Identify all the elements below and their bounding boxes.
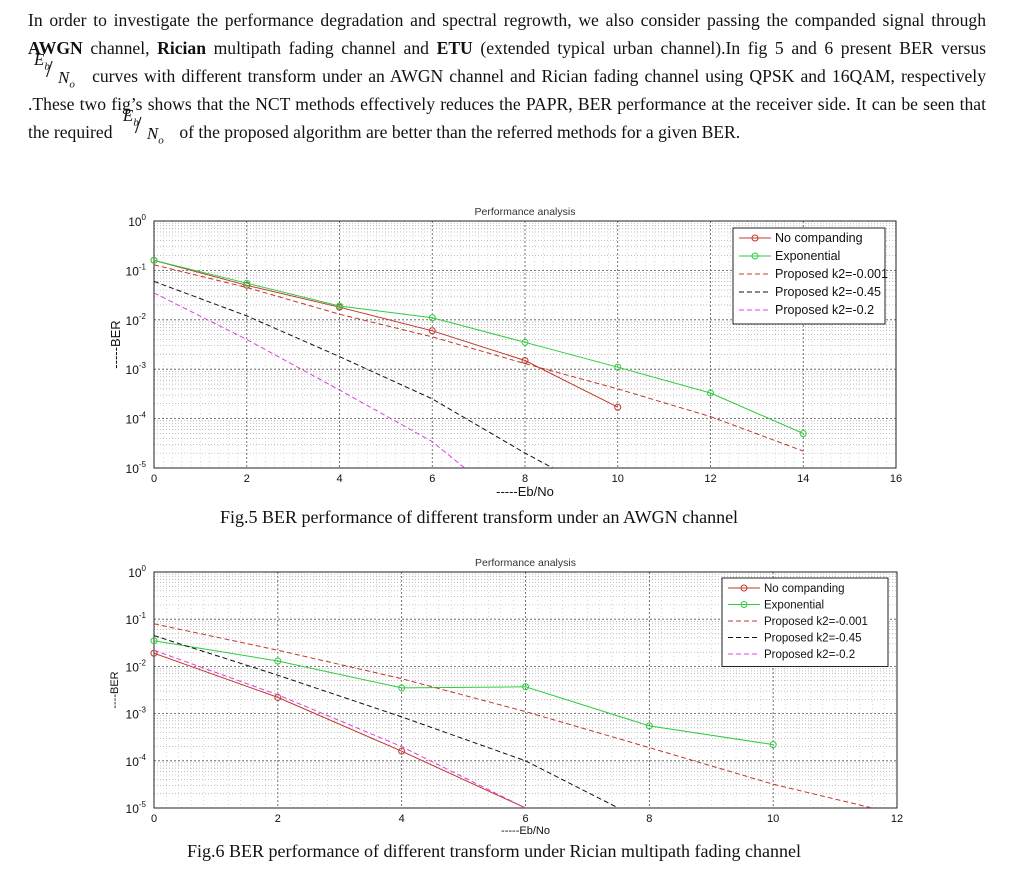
legend-marker [740, 601, 748, 608]
x-tick-label: 12 [891, 813, 903, 825]
awgn-term: AWGN [28, 38, 83, 58]
fig6-caption: Fig.6 BER performance of different trans… [187, 841, 801, 861]
legend-label: Proposed k2=-0.45 [764, 633, 862, 645]
y-axis-label: ----BER [109, 671, 121, 708]
data-point [769, 741, 777, 749]
series-line-proposed-k2-0-001 [154, 264, 804, 452]
legend-marker [740, 584, 748, 592]
fig6-chart: 100 10-1 10-2 10-3 10-4 10-5 0 2 4 6 8 10 12 Performa… [109, 557, 903, 837]
data-point [336, 302, 343, 310]
legend-box [732, 227, 886, 325]
y-tick-label: 100 [128, 213, 146, 229]
y-tick-label: 10-2 [126, 312, 147, 328]
x-tick-label: 8 [522, 473, 528, 485]
x-tick-label: 8 [646, 813, 652, 825]
y-tick-label: 10-1 [126, 262, 147, 278]
x-tick-label: 0 [151, 813, 157, 825]
data-point [398, 747, 406, 755]
para-text-3: multipath fading channel and [213, 38, 429, 58]
y-axis-label: -----BER [108, 320, 123, 368]
data-point [274, 657, 282, 665]
data-point [522, 683, 529, 691]
x-tick-label: 14 [797, 473, 809, 485]
chart-title: Performance analysis [475, 557, 576, 569]
legend-marker [751, 234, 759, 242]
series-line-exponential [154, 259, 804, 434]
data-point [398, 684, 406, 692]
y-tick-label: 100 [128, 564, 146, 580]
legend-box [721, 577, 889, 667]
legend-label: Proposed k2=-0.001 [764, 616, 868, 628]
data-point [521, 357, 529, 365]
x-tick-label: 10 [767, 813, 779, 825]
y-tick-label: 10-3 [126, 361, 147, 377]
legend-label: Exponential [775, 249, 840, 263]
x-tick-label: 2 [275, 813, 281, 825]
data-point [614, 403, 622, 411]
data-point [150, 256, 158, 264]
eb-no-fraction-1: Eb / No [34, 50, 75, 91]
x-tick-label: 4 [399, 813, 405, 825]
data-point [521, 338, 529, 346]
plot-frame [153, 220, 897, 469]
y-tick-label: 10-4 [126, 753, 147, 769]
para-text-6: of the proposed algorithm are better tha… [179, 122, 741, 142]
chart-title: Performance analysis [475, 206, 576, 218]
etu-term: ETU [436, 38, 473, 58]
x-tick-label: 12 [704, 473, 716, 485]
legend-label: Proposed k2=-0.45 [775, 285, 881, 299]
x-axis-label: -----Eb/No [501, 825, 550, 837]
series-line-exponential [154, 640, 774, 746]
eb-no-fraction-2: Eb / No [122, 106, 164, 147]
legend-label: No companding [764, 583, 845, 595]
para-text-4: (extended typical urban channel).In fig … [480, 38, 986, 58]
y-tick-label: 10-5 [126, 800, 147, 816]
legend-label: No companding [775, 231, 863, 245]
data-point [243, 281, 251, 289]
series-line-no-companding [154, 652, 526, 808]
body-paragraph: In order to investigate the performance … [28, 6, 986, 146]
x-tick-label: 16 [890, 473, 902, 485]
legend-label: Proposed k2=-0.2 [775, 303, 874, 317]
series-line-proposed-k2-0-2 [154, 292, 466, 468]
series-line-proposed-k2-0-45 [154, 280, 554, 468]
x-axis-label: -----Eb/No [496, 484, 554, 499]
y-tick-label: 10-4 [126, 411, 147, 427]
data-point [243, 279, 251, 287]
y-tick-label: 10-3 [126, 706, 147, 722]
data-point [614, 363, 622, 371]
data-point [707, 389, 714, 397]
para-text-1: In order to investigate the performance … [28, 10, 986, 30]
y-tick-label: 10-2 [126, 658, 147, 674]
fig5-chart: 100 10-1 10-2 10-3 10-4 10-5 0 2 4 6 8 10 12 14 16 Perf… [108, 206, 902, 499]
data-point [428, 327, 436, 335]
x-tick-label: 2 [244, 473, 250, 485]
x-tick-label: 6 [522, 813, 528, 825]
para-text-2: channel, [90, 38, 150, 58]
data-point [428, 314, 436, 322]
data-point [799, 429, 807, 437]
x-tick-label: 0 [151, 473, 157, 485]
data-point [645, 722, 653, 730]
x-tick-label: 10 [612, 473, 624, 485]
data-point [150, 637, 158, 645]
legend-marker [751, 252, 759, 260]
para-text-5: curves with different transform under an… [28, 66, 986, 142]
legend-label: Exponential [764, 600, 824, 612]
series-line-proposed-k2-0-2 [154, 649, 526, 808]
fig5-caption: Fig.5 BER performance of different trans… [220, 507, 739, 527]
rician-term: Rician [157, 38, 206, 58]
y-tick-label: 10-1 [126, 611, 147, 627]
legend-label: Proposed k2=-0.2 [764, 649, 855, 661]
x-tick-label: 6 [429, 473, 435, 485]
series-line-proposed-k2-0-45 [154, 635, 619, 808]
x-tick-label: 4 [336, 473, 342, 485]
legend-label: Proposed k2=-0.001 [775, 267, 888, 281]
y-tick-label: 10-5 [126, 460, 147, 476]
